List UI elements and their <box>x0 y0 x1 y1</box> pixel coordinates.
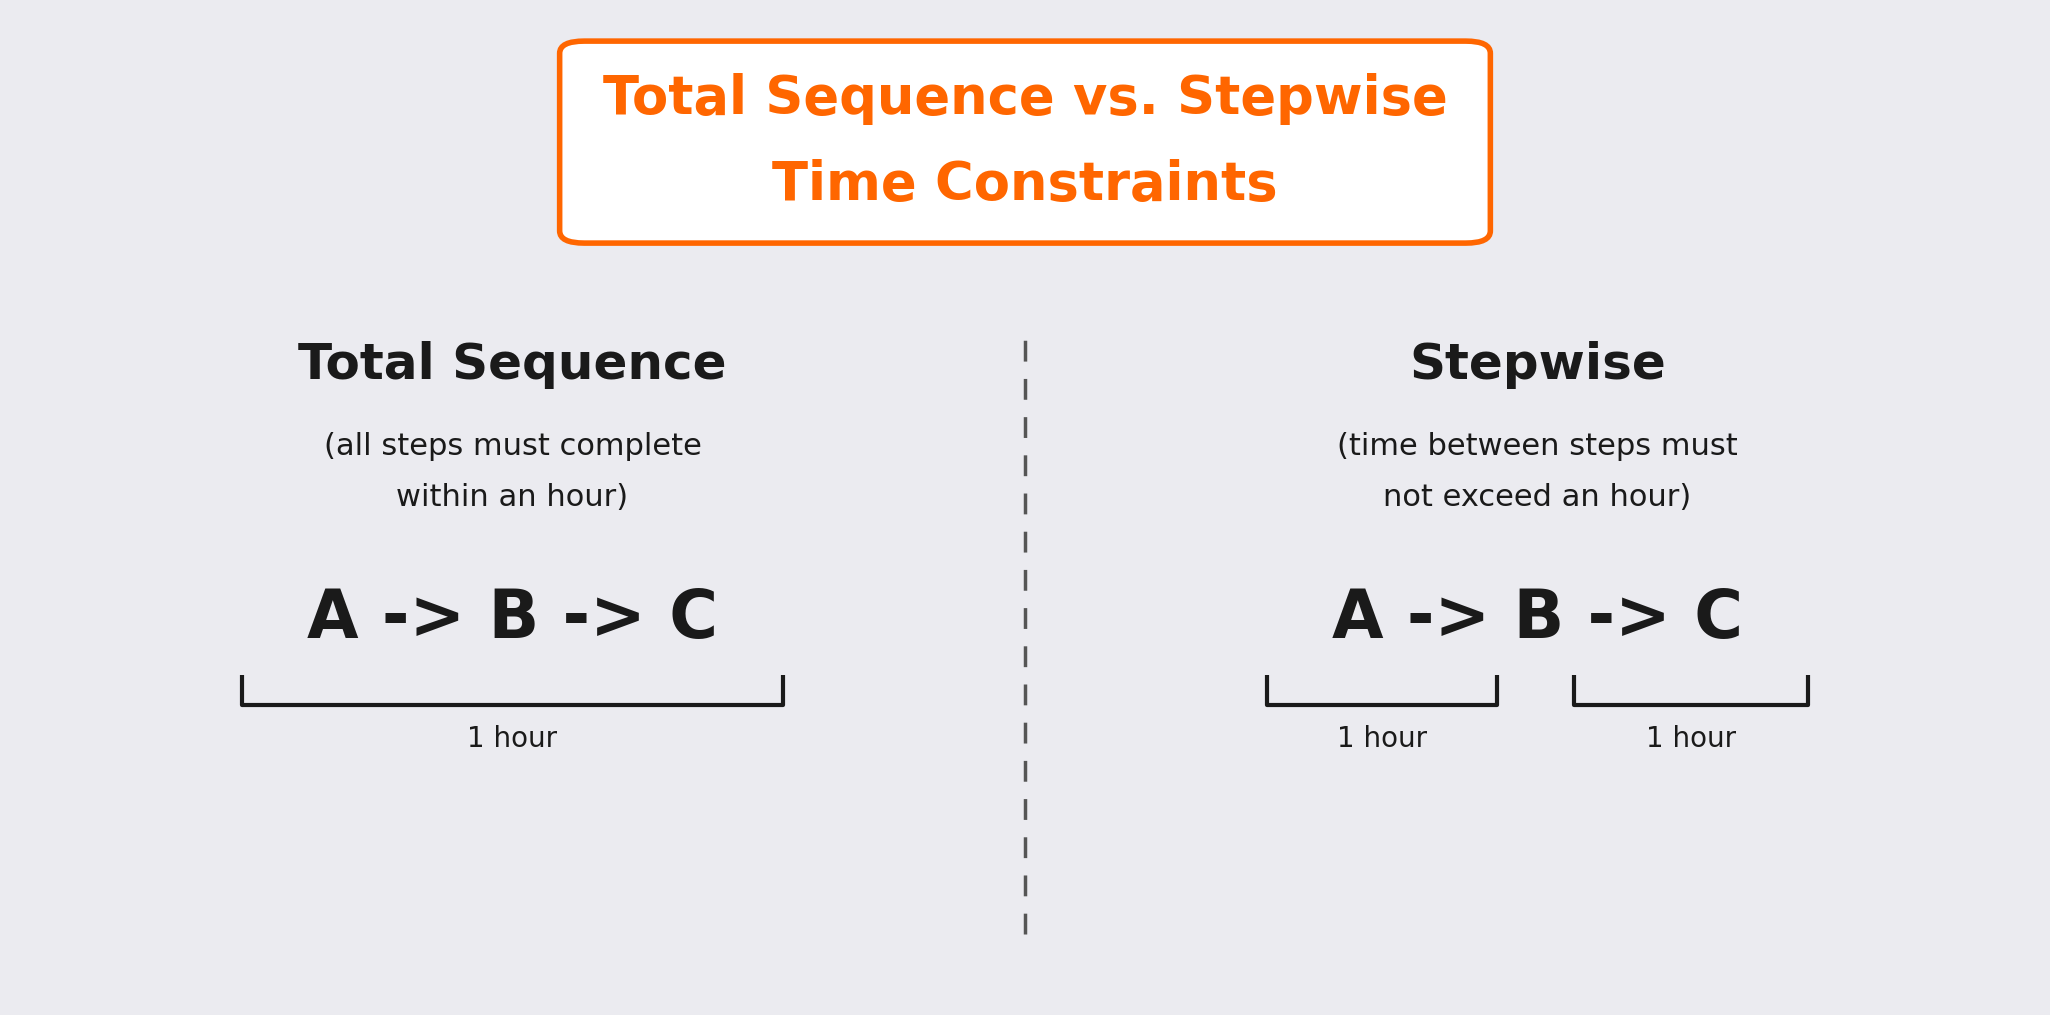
Text: (all steps must complete: (all steps must complete <box>324 432 701 461</box>
Text: A -> B -> C: A -> B -> C <box>308 586 718 653</box>
Text: not exceed an hour): not exceed an hour) <box>1384 483 1691 512</box>
Text: A -> B -> C: A -> B -> C <box>1332 586 1742 653</box>
Text: Total Sequence vs. Stepwise: Total Sequence vs. Stepwise <box>603 73 1447 126</box>
Text: Time Constraints: Time Constraints <box>773 158 1277 211</box>
Text: (time between steps must: (time between steps must <box>1337 432 1738 461</box>
Text: 1 hour: 1 hour <box>467 725 558 753</box>
Text: within an hour): within an hour) <box>396 483 629 512</box>
Text: 1 hour: 1 hour <box>1337 725 1427 753</box>
FancyBboxPatch shape <box>560 42 1490 244</box>
Text: Total Sequence: Total Sequence <box>297 341 728 390</box>
Text: 1 hour: 1 hour <box>1646 725 1736 753</box>
Text: Stepwise: Stepwise <box>1408 341 1667 390</box>
